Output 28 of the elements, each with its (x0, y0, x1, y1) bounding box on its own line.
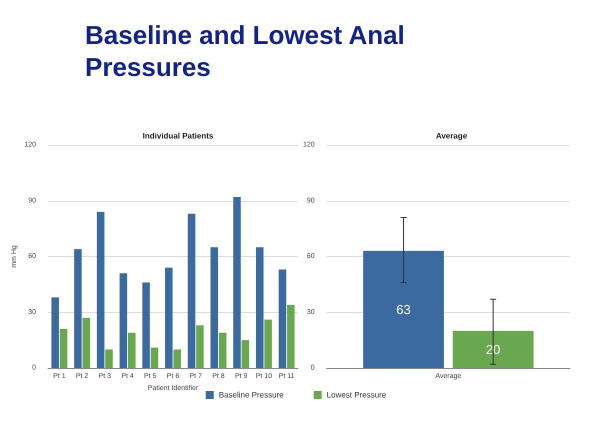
bar (165, 268, 173, 368)
bar (256, 247, 264, 368)
bar (210, 247, 218, 368)
bar (233, 197, 241, 368)
data-label: 63 (396, 302, 411, 317)
bar (128, 332, 136, 368)
bar (188, 214, 196, 368)
bar (264, 320, 272, 368)
bar (82, 318, 90, 368)
bar (60, 328, 68, 368)
chart-title: Baseline and Lowest Anal Pressures (85, 20, 412, 82)
bar (142, 282, 150, 368)
chart-title: Average (436, 132, 468, 140)
bar (278, 270, 286, 368)
bar (120, 273, 128, 368)
bar (96, 212, 104, 368)
bar (287, 304, 295, 368)
legend-label: Lowest Pressure (326, 390, 387, 400)
chart-subtitle: Individual Patients (142, 132, 214, 140)
bar (150, 348, 158, 368)
bar (51, 297, 59, 368)
legend-label: Baseline Pressure (218, 390, 284, 400)
bar (173, 349, 181, 368)
bar (74, 249, 82, 368)
bar (105, 349, 113, 368)
bar (242, 340, 250, 368)
bar (218, 332, 226, 368)
bar (196, 325, 204, 368)
